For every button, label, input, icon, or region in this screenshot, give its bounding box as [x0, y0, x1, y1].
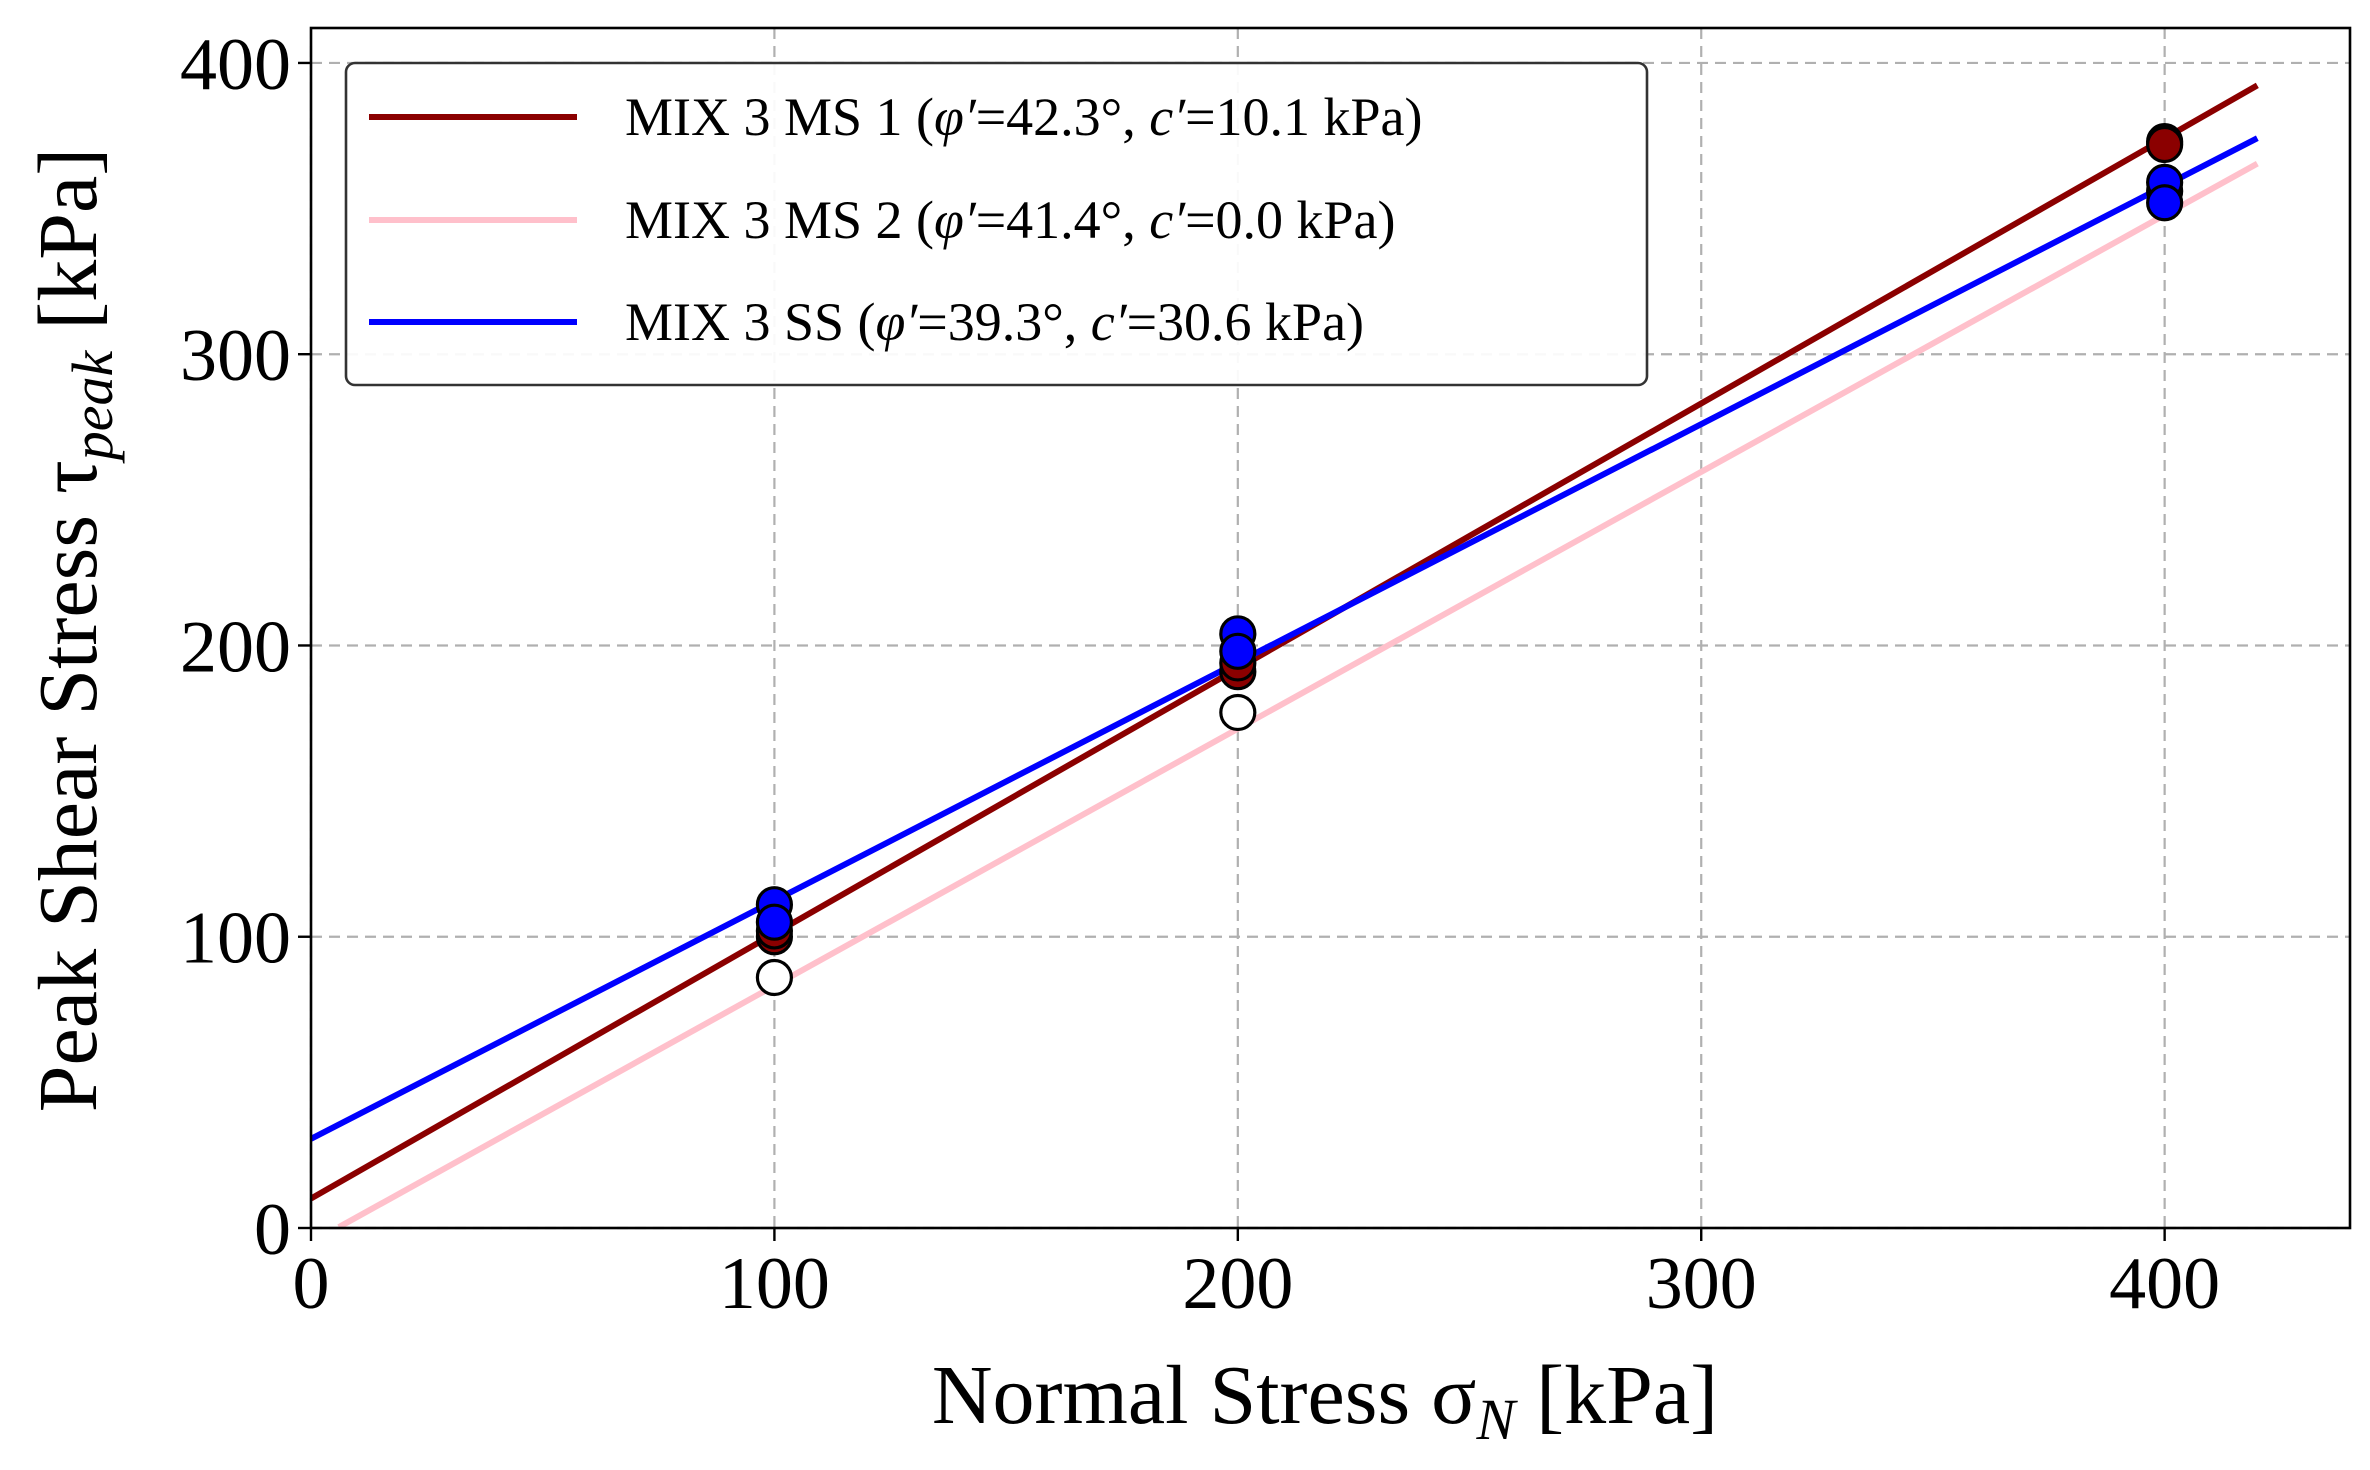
legend-label-part: MIX 3 SS ( [625, 292, 876, 352]
x-axis-title-sub: N [1475, 1387, 1518, 1452]
data-point-series-2 [1219, 693, 1257, 732]
y-tick-label: 100 [180, 898, 291, 980]
legend-box [344, 61, 1649, 387]
legend-label-part: φ′ [876, 292, 919, 352]
legend-label-part: =0.0 kPa) [1185, 190, 1395, 250]
x-tick-label: 0 [293, 1243, 330, 1325]
legend-label-part: φ′ [934, 87, 977, 147]
x-tick-label: 100 [719, 1243, 830, 1325]
data-point-series-3 [755, 903, 794, 941]
legend-label-part: =41.4°, [976, 190, 1150, 250]
x-axis-title-main: Normal Stress σ [932, 1349, 1477, 1442]
legend-label-part: MIX 3 MS 2 ( [625, 190, 934, 250]
legend-label-2: MIX 3 MS 2 (φ′=41.4°, c′=0.0 kPa) [625, 190, 1396, 250]
y-axis-title: Peak Shear Stress τpeak [kPa] [22, 148, 125, 1112]
legend-label-part: c′ [1091, 292, 1128, 352]
data-point-series-3 [2146, 184, 2184, 222]
fit-line-1 [311, 82, 2259, 1202]
x-axis-title: Normal Stress σN [kPa] [932, 1349, 1718, 1452]
legend: MIX 3 MS 1 (φ′=42.3°, c′=10.1 kPa)MIX 3 … [344, 61, 1649, 387]
legend-label-1: MIX 3 MS 1 (φ′=42.3°, c′=10.1 kPa) [625, 87, 1423, 147]
x-tick-label: 400 [2109, 1243, 2220, 1325]
y-tick-label: 200 [180, 606, 291, 688]
y-tick-label: 400 [180, 24, 291, 106]
legend-label-part: φ′ [934, 190, 977, 250]
fit-lines [311, 82, 2259, 1228]
legend-label-part: MIX 3 MS 1 ( [625, 87, 934, 147]
y-axis-title-main: Peak Shear Stress τ [22, 460, 115, 1112]
legend-label-part: =10.1 kPa) [1185, 87, 1422, 147]
fit-line-3 [311, 135, 2259, 1142]
legend-label-part: =39.3°, [917, 292, 1091, 352]
x-axis-title-unit: [kPa] [1515, 1349, 1718, 1442]
x-tick-label: 300 [1646, 1243, 1757, 1325]
legend-label-3: MIX 3 SS (φ′=39.3°, c′=30.6 kPa) [625, 292, 1364, 352]
legend-label-part: =30.6 kPa) [1127, 292, 1364, 352]
y-axis-title-sub: peak [60, 349, 125, 464]
plot-frame [309, 26, 2352, 1230]
legend-label-part: c′ [1149, 87, 1186, 147]
axis-ticks: 0 100 200 300 400 0 100 200 300 400 [180, 24, 2220, 1325]
fit-line-2 [337, 160, 2259, 1228]
data-point-series-2 [755, 958, 794, 997]
x-tick-label: 200 [1182, 1243, 1293, 1325]
legend-label-part: c′ [1149, 190, 1186, 250]
data-point-series-3 [1219, 632, 1257, 670]
y-axis-title-unit: [kPa] [22, 148, 115, 351]
y-tick-label: 0 [254, 1189, 291, 1271]
y-tick-label: 300 [180, 315, 291, 397]
data-point-series-1 [2146, 125, 2184, 164]
data-points [755, 122, 2184, 997]
legend-label-part: =42.3°, [976, 87, 1150, 147]
